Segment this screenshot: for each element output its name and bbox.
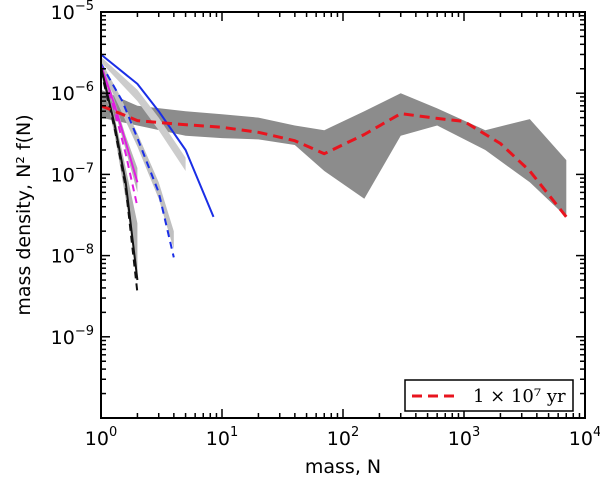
- y-tick-label: 10−9: [51, 324, 94, 349]
- series-magenta-dashed: [101, 68, 139, 207]
- series-black-dashed: [101, 70, 139, 293]
- band-early-4: [101, 56, 186, 171]
- series-blue-solid: [101, 53, 215, 218]
- series-1-10-yr: [101, 104, 568, 218]
- x-tick-label: 102: [327, 425, 359, 450]
- band-1e7-yr: [101, 89, 567, 217]
- x-tick-label: 103: [448, 425, 480, 450]
- y-tick-label: 10−8: [51, 243, 94, 268]
- x-axis-title: mass, N: [305, 456, 381, 478]
- legend-label: 1 × 10⁷ yr: [473, 386, 566, 407]
- x-tick-label: 104: [569, 425, 600, 450]
- y-tick-label: 10−6: [51, 80, 94, 105]
- y-axis-title: mass density, N² f(N): [13, 114, 35, 315]
- plot-frame: [100, 11, 586, 419]
- y-tick-label: 10−7: [51, 161, 94, 186]
- x-tick-label: 100: [85, 425, 117, 450]
- x-tick-label: 101: [206, 425, 238, 450]
- series-lines: [101, 53, 568, 293]
- band-early-1: [101, 60, 174, 250]
- series-magenta-solid: [101, 65, 139, 183]
- tick-labels: 100 101 102 103 104 10−9 10−8 10−7 10−6 10−5: [51, 0, 600, 450]
- legend: 1 × 10⁷ yr: [404, 379, 574, 412]
- y-tick-label: 10−5: [51, 0, 94, 24]
- series-blue-dashed: [101, 63, 175, 258]
